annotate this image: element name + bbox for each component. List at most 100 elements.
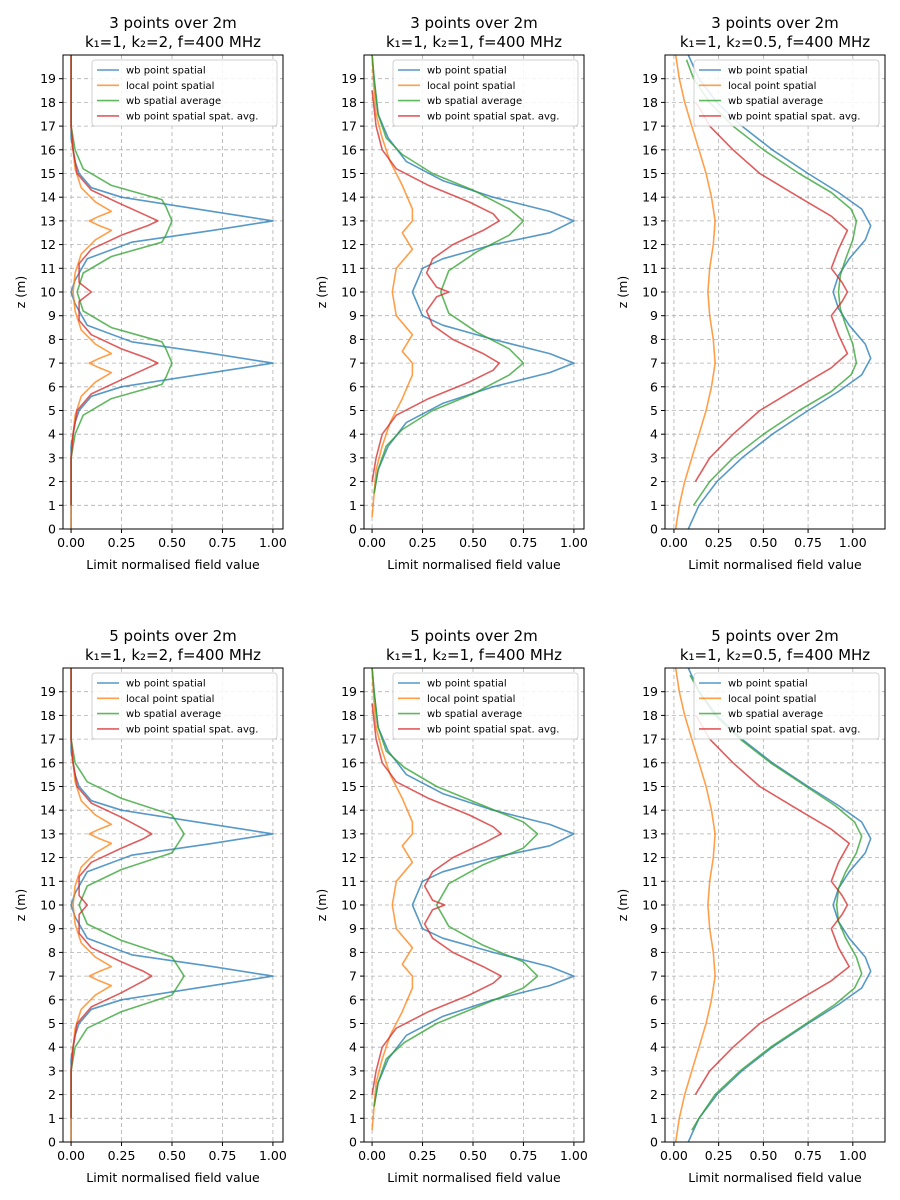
series-line-wb-point-spatial (371, 55, 575, 494)
legend-label: wb point spatial spat. avg. (427, 725, 559, 736)
y-tick-label: 8 (349, 332, 357, 347)
y-tick-label: 5 (48, 403, 56, 418)
y-tick-label: 13 (341, 213, 357, 228)
y-tick-label: 18 (40, 708, 56, 723)
legend: wb point spatial local point spatial wb sp… (91, 672, 278, 740)
y-tick-label: 1 (349, 498, 357, 513)
series-line-local-point-spatial (674, 668, 716, 1142)
y-tick-label: 4 (349, 1040, 357, 1055)
x-tick-label: 0.00 (660, 535, 688, 550)
chart-title-line1: 5 points over 2m (109, 627, 237, 645)
chart-title-line2: k₁=1, k₂=0.5, f=400 MHz (680, 33, 870, 51)
legend-label: local point spatial (126, 694, 214, 705)
y-tick-label: 17 (341, 119, 357, 134)
chart-title-line1: 3 points over 2m (711, 14, 839, 32)
x-axis-label: Limit normalised field value (387, 1170, 561, 1185)
y-tick-label: 0 (48, 522, 56, 537)
series-line-wb-spatial-average (685, 59, 858, 506)
chart-title-line2: k₁=1, k₂=2, f=400 MHz (85, 33, 261, 51)
chart-title-line1: 3 points over 2m (410, 14, 538, 32)
series-line-wb-spatial-average (371, 55, 525, 494)
chart-title-line1: 3 points over 2m (109, 14, 237, 32)
y-tick-label: 19 (642, 684, 658, 699)
y-tick-label: 16 (642, 142, 658, 157)
y-tick-label: 15 (642, 166, 658, 181)
series-line-wb-point-spatial-spat-avg (70, 668, 153, 1119)
y-tick-label: 1 (48, 1111, 56, 1126)
y-tick-label: 6 (650, 379, 658, 394)
legend-label: wb point spatial (126, 66, 206, 77)
y-tick-label: 14 (341, 803, 357, 818)
y-tick-label: 3 (48, 450, 56, 465)
y-tick-label: 11 (642, 874, 658, 889)
y-tick-label: 5 (48, 1016, 56, 1031)
x-tick-label: 1.00 (839, 1148, 867, 1163)
y-tick-label: 17 (642, 732, 658, 747)
y-tick-label: 16 (40, 142, 56, 157)
y-tick-label: 10 (642, 285, 658, 300)
legend-label: wb point spatial (728, 66, 808, 77)
y-tick-label: 13 (40, 213, 56, 228)
y-tick-label: 14 (40, 803, 56, 818)
y-tick-label: 1 (349, 1111, 357, 1126)
legend-label: wb point spatial spat. avg. (728, 112, 860, 123)
y-tick-label: 15 (40, 166, 56, 181)
legend-box (91, 672, 278, 740)
y-tick-label: 9 (650, 921, 658, 936)
y-tick-label: 0 (349, 1135, 357, 1150)
y-tick-label: 5 (650, 1016, 658, 1031)
y-tick-label: 10 (642, 898, 658, 913)
y-tick-label: 15 (341, 779, 357, 794)
x-tick-label: 0.00 (358, 1148, 386, 1163)
legend-label: local point spatial (427, 694, 515, 705)
y-tick-label: 19 (40, 71, 56, 86)
legend-label: wb spatial average (728, 96, 823, 107)
legend-label: wb point spatial (427, 679, 507, 690)
y-tick-label: 18 (341, 95, 357, 110)
y-tick-label: 4 (650, 1040, 658, 1055)
y-tick-label: 19 (40, 684, 56, 699)
y-tick-label: 9 (349, 921, 357, 936)
y-tick-label: 18 (341, 708, 357, 723)
x-tick-label: 0.25 (108, 1148, 136, 1163)
legend-label: wb spatial average (427, 96, 522, 107)
y-tick-label: 11 (341, 874, 357, 889)
legend-box (392, 672, 579, 740)
legend: wb point spatial local point spatial wb sp… (693, 672, 880, 740)
series-line-local-point-spatial (674, 55, 716, 529)
legend-box (392, 59, 579, 127)
y-tick-label: 10 (40, 285, 56, 300)
legend-label: local point spatial (728, 694, 816, 705)
legend-label: wb point spatial spat. avg. (126, 725, 258, 736)
series-line-local-point-spatial (371, 55, 414, 518)
y-tick-label: 9 (48, 308, 56, 323)
chart-title-line1: 5 points over 2m (410, 627, 538, 645)
y-tick-label: 0 (650, 1135, 658, 1150)
series-line-wb-point-spatial (687, 668, 872, 1142)
y-tick-label: 15 (40, 779, 56, 794)
y-tick-label: 6 (48, 992, 56, 1007)
chart-title-line2: k₁=1, k₂=1, f=400 MHz (386, 33, 562, 51)
x-tick-label: 1.00 (259, 1148, 287, 1163)
y-tick-label: 16 (642, 755, 658, 770)
y-tick-label: 1 (650, 1111, 658, 1126)
legend: wb point spatial local point spatial wb sp… (91, 59, 278, 127)
y-tick-label: 3 (650, 450, 658, 465)
y-tick-label: 1 (48, 498, 56, 513)
legend: wb point spatial local point spatial wb sp… (392, 672, 579, 740)
y-tick-label: 17 (642, 119, 658, 134)
x-tick-label: 0.75 (510, 535, 538, 550)
y-axis-label: z (m) (615, 276, 630, 308)
x-tick-label: 0.50 (749, 535, 777, 550)
y-tick-label: 5 (349, 403, 357, 418)
y-tick-label: 1 (650, 498, 658, 513)
y-tick-label: 9 (48, 921, 56, 936)
chart-title-line1: 5 points over 2m (711, 627, 839, 645)
series-line-wb-spatial-average (371, 668, 539, 1107)
y-tick-label: 19 (642, 71, 658, 86)
legend-box (91, 59, 278, 127)
